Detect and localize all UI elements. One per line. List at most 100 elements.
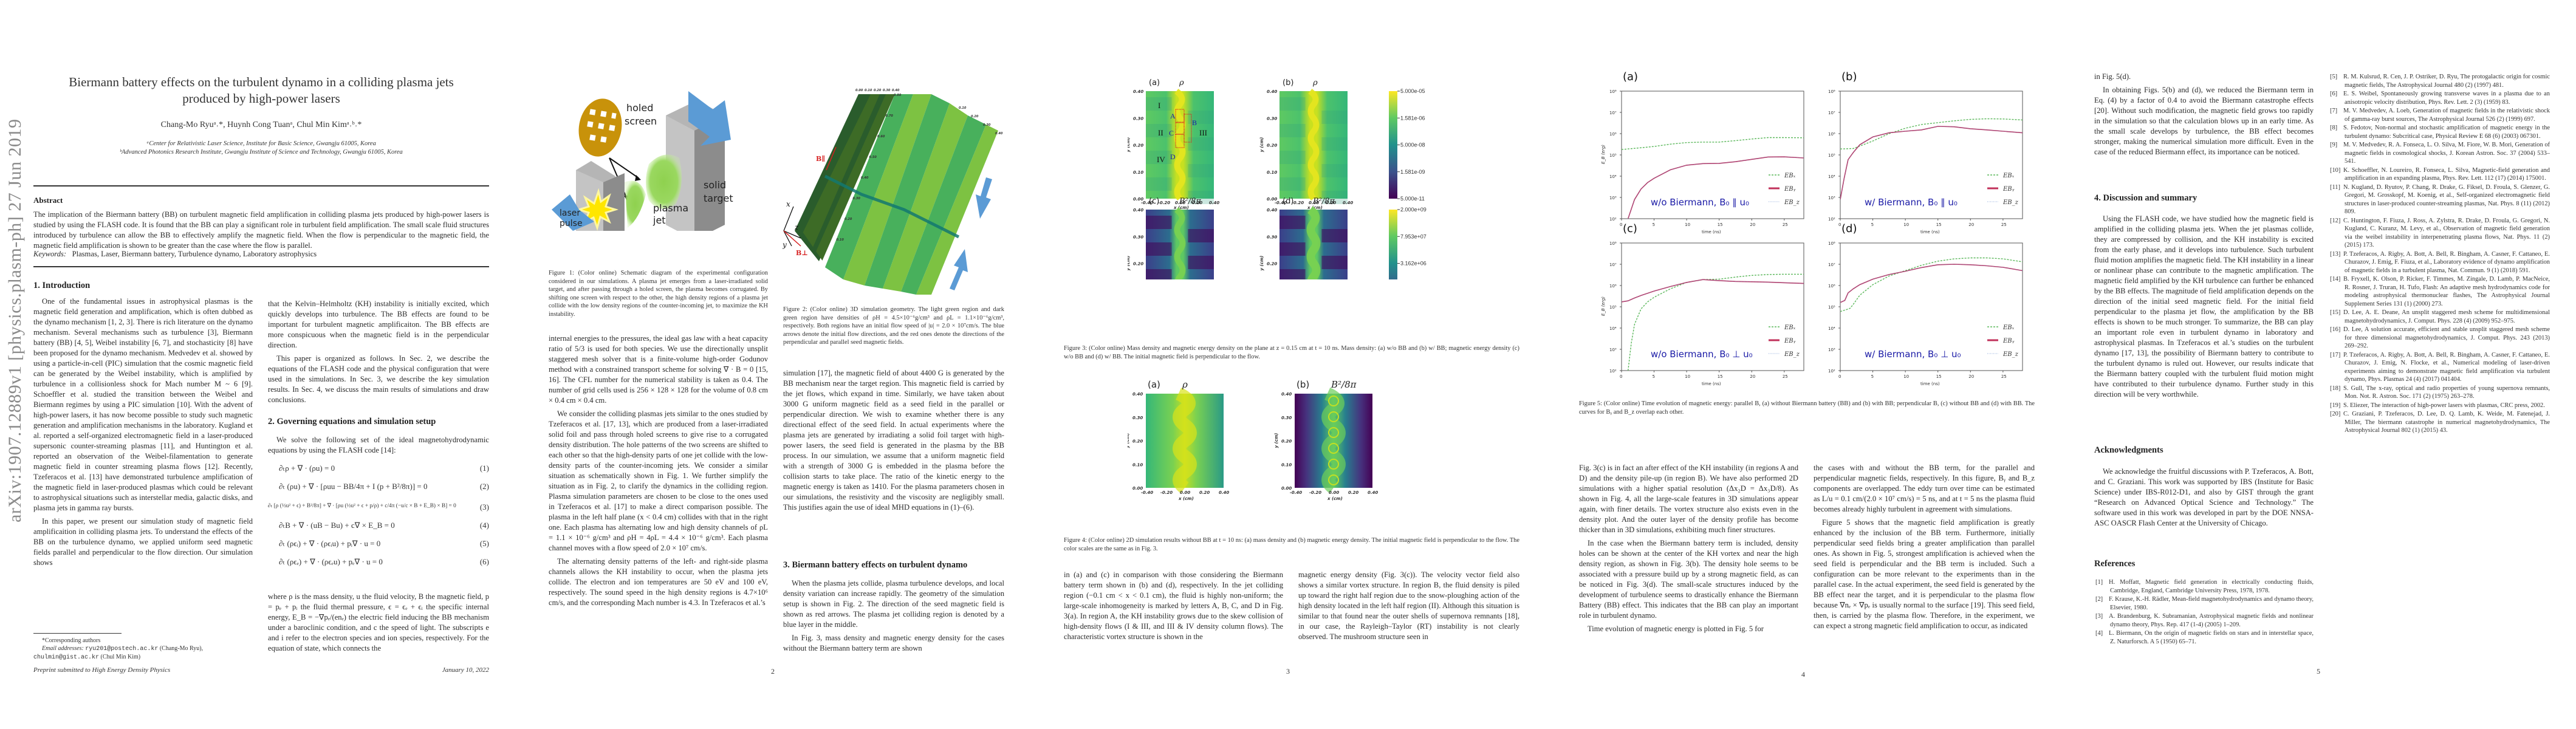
fig2-right-tick: 0.10 <box>959 106 967 110</box>
reference-number: [6] <box>2330 91 2338 97</box>
x-tick: 0.20 <box>1326 200 1336 205</box>
reference-text: H. Moffatt, Magnetic field generation in… <box>2109 579 2314 594</box>
page-4: (a) 10² 10³ 10⁴ 10⁵ 10⁶ 10⁷ 10⁸ 0 5 10 15 20 25 time (… <box>1546 0 2061 729</box>
y-tick: 10⁵ <box>1609 305 1617 310</box>
reference-text: D. Lee, A. E. Deane, An unsplit staggere… <box>2343 309 2550 324</box>
reference-number: [4] <box>2095 630 2103 637</box>
x-tick: 5 <box>1871 222 1874 227</box>
reference-number: [14] <box>2330 276 2341 282</box>
email-ryu[interactable]: ryu201@postech.ac.kr <box>85 646 159 652</box>
label-holed: holed <box>626 102 653 114</box>
reference-item: [20] C. Graziani, P. Tzeferacos, D. Lee, … <box>2329 410 2550 435</box>
y-axis-label: y (cm) <box>1259 256 1264 271</box>
y-tick: 10³ <box>1828 196 1835 200</box>
abstract-heading: Abstract <box>33 196 63 205</box>
box-label: C <box>1169 129 1174 137</box>
figure-2-caption: Figure 2: (Color online) 3D simulation g… <box>783 306 1004 346</box>
y-tick: 10⁵ <box>1828 153 1835 158</box>
equation-3: ∂ₜ [ρ (½u² + ϵ) + B²/8π] + ∇ · [ρu (½u² … <box>268 502 489 512</box>
reference-text: C. Graziani, P. Tzeferacos, D. Lee, D. Q… <box>2343 411 2550 434</box>
email-kim[interactable]: chulmin@gist.ac.kr <box>33 654 100 661</box>
bottom-rule <box>33 266 489 267</box>
label-screen: screen <box>625 115 657 127</box>
section-3-text: When the plasma jets collide, plasma tur… <box>783 579 1004 652</box>
y-axis-label: y (cm) <box>1128 137 1131 152</box>
legend-entry: EBₓ <box>2002 173 2015 179</box>
y-tick: 0.40 <box>1267 208 1277 213</box>
reference-text: M. V. Medvedev, R. A. Fonseca, L. O. Sil… <box>2343 142 2550 165</box>
x-tick: 20 <box>1968 222 1974 227</box>
section-2-intro: We solve the following set of the ideal … <box>268 436 489 454</box>
footnote-corresponding: *Corresponding authors <box>42 637 101 644</box>
reference-item: [6] E. S. Weibel, Spontaneously growing t… <box>2329 90 2550 106</box>
x-axis-label: time (ns) <box>1702 382 1721 386</box>
page4-column-1: Fig. 3(c) is in fact an after effect of … <box>1579 464 1798 633</box>
page-5: in Fig. 5(d). In obtaining Figs. 5(b) an… <box>2061 0 2576 729</box>
y-tick: 0.10 <box>1267 170 1277 175</box>
y-tick: 10⁸ <box>1609 89 1617 94</box>
colorbar-tick: 1.581e-09 <box>1400 169 1425 175</box>
fig2-side-tick: 0.50 <box>869 156 877 159</box>
reference-item: [2] F. Krause, K.-H. Rädler, Mean-field m… <box>2094 595 2314 612</box>
legend-entry: EBₓ <box>2002 324 2015 331</box>
panel-label: (b) <box>1297 379 1309 390</box>
fig3-panel-d: (d)B²/8π0.000.100.200.300.40-0.40-0.200.… <box>1259 197 1348 279</box>
y-tick: 0.10 <box>1133 170 1143 175</box>
y-tick: 10⁷ <box>1828 262 1835 267</box>
y-tick: 10³ <box>1609 347 1617 352</box>
x-tick: 0.40 <box>1219 490 1229 495</box>
figure-1-schematic: holed screen solid target plasma jet las… <box>552 91 733 231</box>
x-tick: 0 <box>1838 374 1841 379</box>
keywords-label: Keywords: <box>33 250 67 258</box>
y-tick: 0.00 <box>1267 197 1277 202</box>
panel-label: (b) <box>1841 70 1857 83</box>
label-target: target <box>704 193 733 204</box>
figure-4: (a) ρ 0.00 0.10 0.20 0.30 0.40 -0.40 -0.20 0.00 0.… <box>1128 379 1378 501</box>
y-axis-label: y (cm) <box>1259 137 1264 152</box>
reference-text: N. Kugland, D. Ryutov, P. Chang, R. Drak… <box>2343 183 2550 216</box>
reference-item: [4] L. Biermann, On the origin of magneti… <box>2094 629 2314 646</box>
reference-text: D. Lee, A solution accurate, efficient a… <box>2343 326 2550 349</box>
x-tick: 25 <box>1783 374 1788 379</box>
intro-paragraph-1: One of the fundamental issues in astroph… <box>33 297 253 512</box>
x-tick: 0 <box>1838 222 1841 227</box>
x-axis-label: time (ns) <box>1920 382 1940 386</box>
x-tick: 15 <box>1936 374 1942 379</box>
y-tick: 10⁶ <box>1828 132 1835 137</box>
legend-entry: EBᵧ <box>1784 186 1796 193</box>
x-tick: 0.00 <box>1180 490 1190 495</box>
colorbar-magnetic: 2.000e+097.953e+073.162e+061.257e+055000… <box>1389 207 1427 279</box>
legend-entry: EBₓ <box>1784 324 1796 331</box>
reference-number: [11] <box>2330 183 2340 191</box>
reference-number: [9] <box>2330 142 2338 148</box>
colorbar-tick: 5.000e-11 <box>1400 196 1425 202</box>
reference-number: [16] <box>2330 326 2341 333</box>
colorbar-tick: 5.000e-05 <box>1400 88 1425 94</box>
legend-entry: EBᵧ <box>1784 338 1796 344</box>
series-EBz <box>1622 279 1804 303</box>
x-tick: -0.40 <box>1275 200 1287 205</box>
series-EBz <box>1840 126 2023 200</box>
y-tick: 10⁶ <box>1828 284 1835 289</box>
reference-text: S. Gull, The x-ray, optical and radio pr… <box>2343 385 2550 400</box>
reference-text: F. Krause, K.-H. Rädler, Mean-field magn… <box>2109 596 2314 611</box>
panel-quantity: B²/8π <box>1312 197 1335 206</box>
authors: Chang-Mo Ryuᵃ˒*, Huynh Cong Tuanᵃ, Chul … <box>160 120 362 129</box>
box-label: D <box>1170 152 1176 161</box>
equation-number: (4) <box>479 521 489 530</box>
reference-item: [7] M. V. Medvedev, A. Loeb, Generation o… <box>2329 107 2550 123</box>
affiliation-a: ᵃCenter for Relativistic Laser Science, … <box>146 140 376 147</box>
x-tick: 15 <box>1936 222 1942 227</box>
x-tick: -0.40 <box>1141 200 1153 205</box>
y-tick: 10⁴ <box>1609 326 1617 331</box>
legend-entry: EBᵧ <box>2002 186 2015 193</box>
fig2-right-tick: 0.30 <box>983 123 991 127</box>
x-tick: 0.40 <box>1343 200 1353 205</box>
reference-number: [2] <box>2095 596 2103 603</box>
x-tick: 0.00 <box>1329 490 1339 495</box>
fig2-right-tick: 0.40 <box>995 132 1003 135</box>
y-tick: 0.30 <box>1133 234 1143 239</box>
y-tick: 10⁸ <box>1609 241 1617 246</box>
reference-item: [17] P. Tzeferacos, A. Rigby, A. Bott, A.… <box>2329 351 2550 384</box>
equation-expression: ∂ₜB + ∇ · (uB − Bu) + c∇ × E_B = 0 <box>279 521 395 530</box>
